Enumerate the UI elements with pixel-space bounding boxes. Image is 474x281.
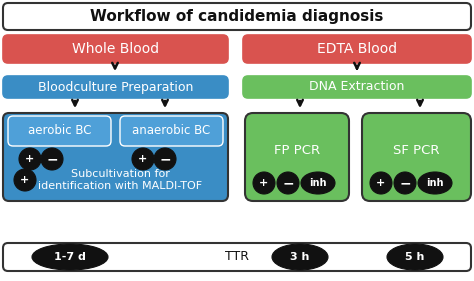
Text: 3 h: 3 h <box>290 252 310 262</box>
Text: TTR: TTR <box>225 250 249 264</box>
Text: +: + <box>376 178 386 188</box>
Text: +: + <box>26 154 35 164</box>
Ellipse shape <box>253 172 275 194</box>
Ellipse shape <box>387 244 443 270</box>
FancyBboxPatch shape <box>362 113 471 201</box>
FancyBboxPatch shape <box>3 3 471 30</box>
Text: −: − <box>282 176 294 190</box>
Ellipse shape <box>272 244 328 270</box>
Text: inh: inh <box>309 178 327 188</box>
FancyBboxPatch shape <box>3 113 228 201</box>
Text: 1-7 d: 1-7 d <box>54 252 86 262</box>
FancyBboxPatch shape <box>8 116 111 146</box>
FancyBboxPatch shape <box>3 35 228 63</box>
FancyBboxPatch shape <box>3 243 471 271</box>
Ellipse shape <box>394 172 416 194</box>
Text: SF PCR: SF PCR <box>393 144 439 157</box>
Ellipse shape <box>32 244 108 270</box>
Text: anaerobic BC: anaerobic BC <box>132 124 210 137</box>
Text: Bloodculture Preparation: Bloodculture Preparation <box>38 80 193 94</box>
FancyBboxPatch shape <box>3 76 228 98</box>
Ellipse shape <box>41 148 63 170</box>
FancyBboxPatch shape <box>243 76 471 98</box>
FancyBboxPatch shape <box>245 113 349 201</box>
Text: 5 h: 5 h <box>405 252 425 262</box>
Ellipse shape <box>418 172 452 194</box>
Ellipse shape <box>19 148 41 170</box>
Text: Subcultivation for
identification with MALDI-TOF: Subcultivation for identification with M… <box>38 169 202 191</box>
Text: DNA Extraction: DNA Extraction <box>310 80 405 94</box>
Text: inh: inh <box>426 178 444 188</box>
Text: −: − <box>159 152 171 166</box>
FancyBboxPatch shape <box>243 35 471 63</box>
Ellipse shape <box>277 172 299 194</box>
Text: +: + <box>259 178 269 188</box>
Text: −: − <box>399 176 411 190</box>
Ellipse shape <box>301 172 335 194</box>
FancyBboxPatch shape <box>120 116 223 146</box>
Ellipse shape <box>154 148 176 170</box>
Text: −: − <box>46 152 58 166</box>
Ellipse shape <box>132 148 154 170</box>
Text: +: + <box>20 175 29 185</box>
Text: +: + <box>138 154 147 164</box>
Text: FP PCR: FP PCR <box>274 144 320 157</box>
Text: Workflow of candidemia diagnosis: Workflow of candidemia diagnosis <box>91 9 383 24</box>
Text: EDTA Blood: EDTA Blood <box>317 42 397 56</box>
Ellipse shape <box>14 169 36 191</box>
Text: Whole Blood: Whole Blood <box>72 42 159 56</box>
Text: aerobic BC: aerobic BC <box>28 124 91 137</box>
Ellipse shape <box>370 172 392 194</box>
